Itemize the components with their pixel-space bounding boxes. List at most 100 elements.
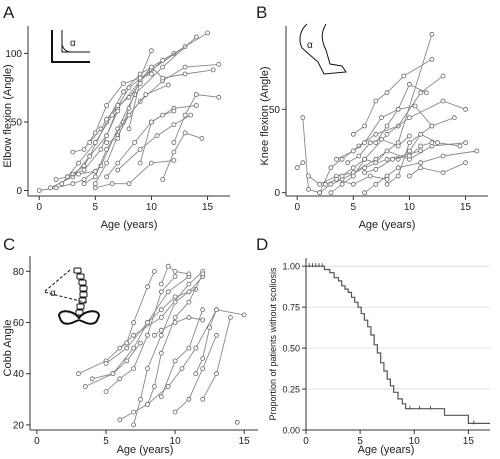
data-point-a-16-3 bbox=[92, 168, 98, 174]
panel-b-knee-flexion: B α 0 5 10 15 0 50 Age (years) Knee flexion (… bbox=[256, 3, 488, 231]
data-point-a-0-8 bbox=[193, 34, 199, 40]
data-point-c-2-4 bbox=[158, 289, 164, 295]
data-point-b-13-0 bbox=[322, 181, 328, 187]
data-point-a-10-3 bbox=[148, 160, 154, 166]
data-point-b-15-1 bbox=[373, 166, 379, 172]
knee-angle-icon: α bbox=[299, 23, 347, 75]
data-point-c-7-2 bbox=[172, 268, 178, 274]
series-line-c-5 bbox=[133, 276, 204, 426]
data-point-a-13-0 bbox=[171, 140, 177, 145]
data-point-a-6-3 bbox=[126, 112, 132, 118]
data-point-a-17-1 bbox=[98, 126, 104, 132]
data-point-c-1-0 bbox=[82, 384, 88, 389]
data-point-a-10-0 bbox=[92, 185, 98, 191]
data-point-b-2-6 bbox=[429, 31, 435, 37]
data-point-c-8-1 bbox=[131, 409, 137, 415]
data-point-b-8-0 bbox=[362, 190, 368, 196]
data-point-b-1-1 bbox=[300, 160, 306, 166]
data-point-c-10-3 bbox=[214, 307, 219, 313]
data-point-c-8-3 bbox=[165, 384, 171, 389]
data-point-a-6-5 bbox=[165, 82, 171, 88]
data-point-b-14-5 bbox=[406, 133, 412, 139]
data-point-b-9-1 bbox=[384, 123, 390, 129]
survival-curve-0 bbox=[306, 265, 490, 424]
data-point-a-14-0 bbox=[104, 140, 109, 145]
data-point-b-5-1 bbox=[350, 148, 356, 154]
series-line-a-7 bbox=[106, 105, 197, 178]
data-point-a-17-0 bbox=[87, 140, 93, 145]
data-point-b-4-0 bbox=[328, 190, 334, 196]
data-point-a-5-7 bbox=[216, 62, 222, 67]
y-tick-label-a-1: 50 bbox=[11, 117, 23, 128]
data-point-c-9-1 bbox=[172, 358, 178, 364]
axes-d: 0 5 10 15 0.00 0.25 0.50 0.75 1.00 bbox=[282, 258, 490, 447]
series-line-b-12 bbox=[409, 162, 466, 177]
data-point-c-12-1 bbox=[214, 371, 219, 377]
data-point-b-11-2 bbox=[418, 131, 424, 137]
axes-b: 0 5 10 15 0 50 bbox=[269, 26, 488, 213]
data-point-b-11-1 bbox=[406, 148, 412, 154]
data-point-c-8-0 bbox=[117, 417, 123, 423]
y-tick-label-c-2: 60 bbox=[13, 318, 25, 329]
plot-b bbox=[294, 31, 480, 196]
data-point-b-1-0 bbox=[294, 165, 300, 171]
panel-letter-b: B bbox=[256, 3, 267, 22]
y-tick-label-b-0: 0 bbox=[274, 188, 280, 199]
data-point-b-14-3 bbox=[378, 136, 384, 142]
data-point-b-6-2 bbox=[362, 156, 368, 162]
data-point-a-9-2 bbox=[148, 64, 154, 70]
data-point-b-10-0 bbox=[384, 181, 390, 187]
data-point-b-0-6 bbox=[384, 156, 390, 162]
data-point-c-8-7 bbox=[241, 312, 247, 318]
data-point-a-8-2 bbox=[154, 133, 160, 139]
data-point-a-7-1 bbox=[115, 160, 121, 166]
data-point-a-5-0 bbox=[81, 181, 87, 187]
data-point-a-12-0 bbox=[160, 177, 166, 182]
data-point-c-7-1 bbox=[165, 263, 171, 269]
data-point-a-2-4 bbox=[126, 85, 132, 91]
data-point-c-5-2 bbox=[145, 366, 150, 372]
data-point-c-6-2 bbox=[158, 350, 164, 356]
data-point-c-2-1 bbox=[117, 376, 123, 382]
x-tick-label-a-3: 15 bbox=[202, 202, 214, 213]
data-point-c-10-1 bbox=[200, 355, 206, 361]
data-point-a-17-5 bbox=[137, 81, 143, 86]
panel-d-survival-curve: D 0 5 10 15 0.00 0.25 0.50 0.75 1.00 Age (years)… bbox=[256, 235, 490, 456]
panel-a-elbow-flexion: A α 0 5 10 15 0 50 100 Age (years) Elbow flexi… bbox=[2, 3, 230, 231]
axes-a: 0 5 10 15 0 50 100 bbox=[5, 26, 230, 213]
data-point-b-6-1 bbox=[350, 165, 356, 171]
x-axis-title-c: Age (years) bbox=[117, 444, 174, 456]
data-point-c-14-0 bbox=[151, 332, 157, 338]
data-point-b-7-5 bbox=[429, 56, 435, 62]
data-point-b-5-3 bbox=[378, 115, 384, 121]
x-tick-label-d-1: 5 bbox=[357, 436, 363, 447]
data-point-b-13-3 bbox=[367, 173, 373, 179]
y-tick-label-d-3: 0.75 bbox=[282, 303, 300, 313]
data-point-a-14-2 bbox=[126, 105, 132, 111]
series-line-a-0 bbox=[39, 36, 197, 191]
data-point-b-6-0 bbox=[339, 173, 345, 179]
data-point-c-11-1 bbox=[186, 396, 192, 402]
data-point-a-11-3 bbox=[171, 108, 177, 114]
y-tick-label-a-0: 0 bbox=[16, 186, 22, 197]
y-tick-label-d-0: 0.00 bbox=[282, 426, 300, 436]
data-point-a-6-1 bbox=[104, 160, 109, 166]
series-line-a-6 bbox=[94, 84, 169, 184]
data-point-b-2-1 bbox=[317, 181, 323, 187]
x-axis-title-a: Age (years) bbox=[101, 219, 158, 231]
data-point-a-0-0 bbox=[36, 188, 42, 193]
data-point-a-9-5 bbox=[210, 67, 216, 73]
data-point-c-11-2 bbox=[200, 366, 206, 372]
data-point-b-8-5 bbox=[440, 153, 446, 159]
data-point-a-0-1 bbox=[53, 185, 59, 191]
data-point-a-6-4 bbox=[143, 92, 149, 97]
data-point-b-10-3 bbox=[429, 123, 435, 129]
data-point-b-7-4 bbox=[401, 73, 407, 79]
data-point-b-9-3 bbox=[406, 81, 412, 87]
data-point-a-9-3 bbox=[160, 75, 166, 81]
data-point-c-4-2 bbox=[131, 320, 137, 325]
data-point-a-2-2 bbox=[92, 140, 98, 145]
data-point-b-13-1 bbox=[334, 176, 339, 182]
x-axis-title-b: Age (years) bbox=[359, 219, 416, 231]
